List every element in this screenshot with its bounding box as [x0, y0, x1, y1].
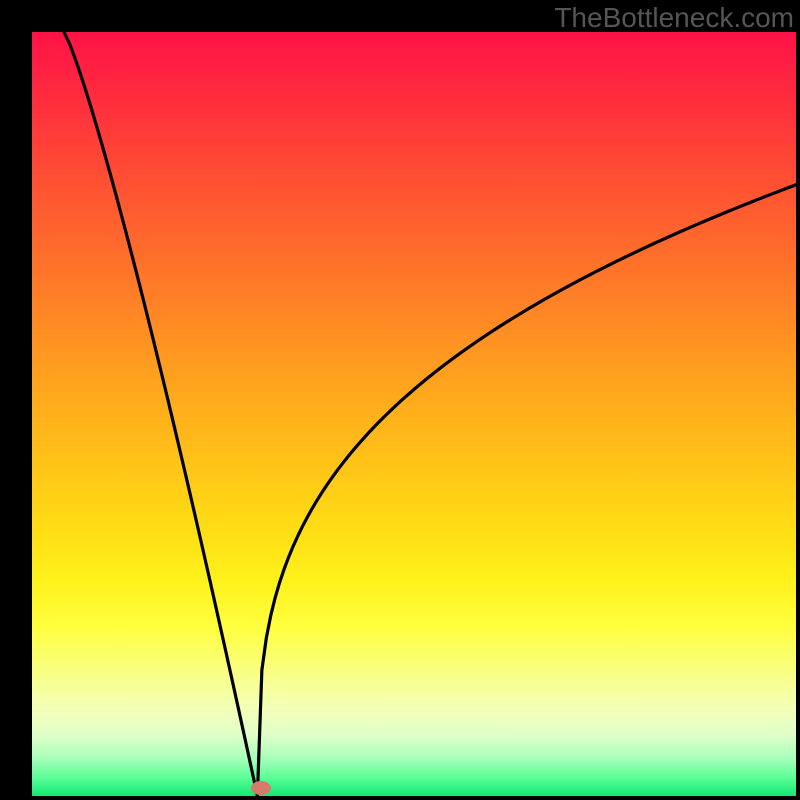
chart-container: TheBottleneck.com [0, 0, 800, 800]
gradient-background [32, 32, 796, 796]
watermark-text: TheBottleneck.com [554, 2, 794, 34]
plot-area [32, 32, 796, 796]
